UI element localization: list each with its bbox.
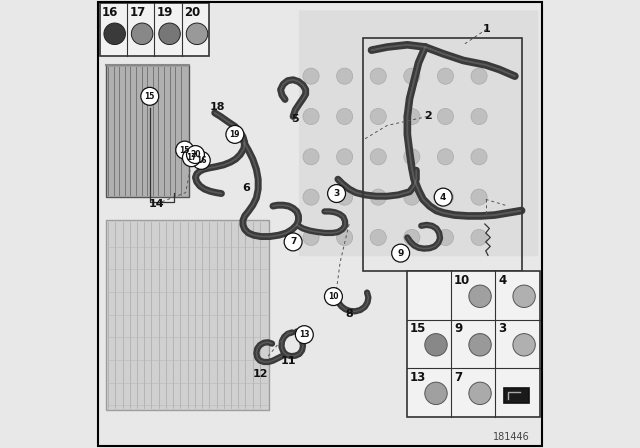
Circle shape: [437, 189, 454, 205]
Circle shape: [141, 87, 159, 105]
Circle shape: [337, 108, 353, 125]
Text: 13: 13: [299, 330, 310, 339]
Circle shape: [469, 334, 492, 356]
Text: 2: 2: [424, 112, 431, 121]
Circle shape: [303, 189, 319, 205]
Text: 19: 19: [157, 6, 173, 19]
Circle shape: [392, 244, 410, 262]
Bar: [362, 38, 522, 271]
Circle shape: [104, 23, 125, 44]
Circle shape: [471, 108, 487, 125]
Circle shape: [303, 229, 319, 246]
Text: 10: 10: [328, 292, 339, 301]
Circle shape: [324, 288, 342, 306]
Bar: [106, 220, 269, 410]
Text: 15: 15: [179, 146, 190, 155]
Circle shape: [296, 326, 314, 344]
Circle shape: [471, 68, 487, 84]
Text: 17: 17: [129, 6, 145, 19]
Circle shape: [303, 149, 319, 165]
Circle shape: [469, 285, 492, 307]
Circle shape: [370, 108, 387, 125]
Text: 15: 15: [410, 322, 426, 335]
Text: 13: 13: [410, 371, 426, 384]
Circle shape: [186, 23, 208, 44]
Circle shape: [337, 189, 353, 205]
Circle shape: [404, 68, 420, 84]
Text: 14: 14: [148, 199, 164, 209]
Text: 10: 10: [454, 274, 470, 287]
Bar: [504, 388, 529, 403]
Text: 20: 20: [184, 6, 200, 19]
Circle shape: [370, 229, 387, 246]
Text: 8: 8: [345, 309, 353, 319]
Circle shape: [186, 146, 204, 164]
Text: 9: 9: [454, 322, 462, 335]
Circle shape: [425, 382, 447, 405]
Bar: [100, 3, 209, 56]
Circle shape: [404, 229, 420, 246]
FancyBboxPatch shape: [299, 10, 538, 256]
Bar: [106, 65, 189, 197]
Circle shape: [226, 125, 244, 143]
Text: 16: 16: [102, 6, 118, 19]
Circle shape: [425, 334, 447, 356]
Text: 18: 18: [209, 102, 225, 112]
Circle shape: [337, 229, 353, 246]
Text: 4: 4: [498, 274, 506, 287]
Circle shape: [193, 151, 211, 169]
Text: 3: 3: [498, 322, 506, 335]
Circle shape: [471, 149, 487, 165]
Circle shape: [404, 189, 420, 205]
Text: 6: 6: [242, 183, 250, 193]
Circle shape: [370, 68, 387, 84]
Circle shape: [404, 149, 420, 165]
Text: 7: 7: [290, 237, 296, 246]
Text: 4: 4: [440, 193, 446, 202]
Text: 20: 20: [190, 150, 201, 159]
Text: 7: 7: [454, 371, 462, 384]
Circle shape: [435, 188, 452, 206]
Circle shape: [176, 141, 194, 159]
Circle shape: [437, 108, 454, 125]
Circle shape: [513, 334, 535, 356]
Text: 16: 16: [196, 156, 207, 165]
Circle shape: [182, 149, 200, 167]
Circle shape: [131, 23, 153, 44]
Text: 1: 1: [483, 24, 490, 34]
Circle shape: [337, 149, 353, 165]
Text: 3: 3: [333, 189, 340, 198]
Circle shape: [404, 108, 420, 125]
Circle shape: [337, 68, 353, 84]
Circle shape: [437, 149, 454, 165]
Text: 181446: 181446: [493, 432, 530, 442]
Text: 9: 9: [397, 249, 404, 258]
Circle shape: [437, 229, 454, 246]
Circle shape: [469, 382, 492, 405]
Circle shape: [303, 108, 319, 125]
Text: 17: 17: [186, 153, 196, 162]
Text: 19: 19: [230, 130, 240, 139]
Text: 12: 12: [253, 369, 269, 379]
Circle shape: [370, 149, 387, 165]
Circle shape: [284, 233, 302, 251]
Bar: [407, 271, 540, 417]
Circle shape: [471, 229, 487, 246]
Text: 11: 11: [281, 356, 296, 366]
Circle shape: [159, 23, 180, 44]
Circle shape: [471, 189, 487, 205]
Circle shape: [437, 68, 454, 84]
Circle shape: [370, 189, 387, 205]
Circle shape: [513, 285, 535, 307]
Circle shape: [328, 185, 346, 202]
Circle shape: [303, 68, 319, 84]
Text: 5: 5: [292, 114, 299, 124]
Text: 15: 15: [145, 92, 155, 101]
